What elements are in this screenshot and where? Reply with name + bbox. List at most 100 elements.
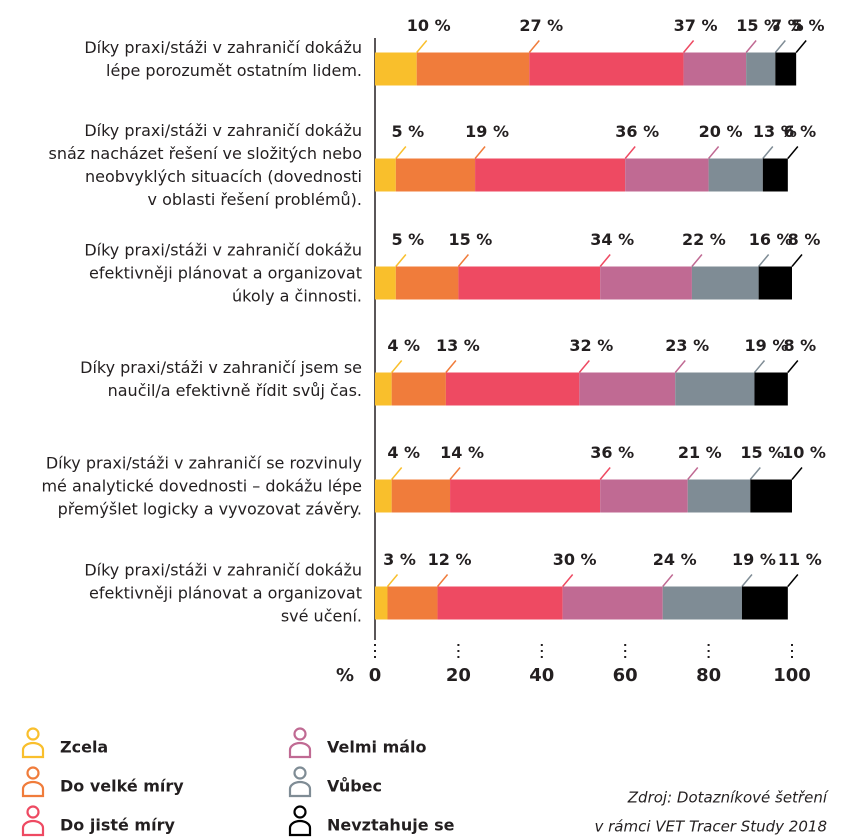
leader-line (787, 360, 799, 373)
bar-segment (750, 479, 792, 513)
x-tick-label: 20 (446, 665, 471, 686)
x-tick-label: 40 (529, 665, 554, 686)
value-label: 27 % (519, 16, 563, 35)
legend-icon (26, 805, 40, 819)
bar-segment (475, 158, 626, 192)
legend-icon (288, 741, 312, 759)
value-label: 5 % (391, 230, 424, 249)
bar-segment (754, 372, 788, 406)
leader-line (528, 40, 540, 53)
category-label: své učení. (281, 607, 362, 626)
leader-line (758, 254, 770, 267)
bar-segment (775, 52, 797, 86)
legend-label: Vůbec (327, 777, 382, 796)
bar-segment (375, 158, 396, 192)
leader-line (762, 146, 774, 159)
legend-icon (26, 727, 40, 741)
value-label: 37 % (674, 16, 718, 35)
leader-line (791, 254, 803, 267)
bar-segment (375, 52, 417, 86)
leader-line (416, 40, 428, 53)
leader-line (745, 40, 757, 53)
bar-segment (762, 158, 788, 192)
legend-label: Velmi málo (327, 738, 427, 757)
bar-segment (625, 158, 709, 192)
bar-segment (600, 266, 692, 300)
leader-line (795, 40, 807, 53)
value-label: 15 % (448, 230, 492, 249)
leader-line (774, 40, 786, 53)
leader-line (386, 574, 399, 587)
value-label: 16 % (749, 230, 793, 249)
leader-line (395, 146, 407, 159)
leader-line (599, 254, 611, 267)
x-tick-label: 80 (696, 665, 721, 686)
bar-segment (375, 372, 392, 406)
bar-segment (391, 372, 446, 406)
value-label: 32 % (569, 336, 613, 355)
source: v rámci VET Tracer Study 2018 (595, 818, 828, 836)
bar-segment (600, 479, 688, 513)
value-label: 12 % (428, 550, 472, 569)
bar-segment (683, 52, 747, 86)
leader-line (395, 254, 407, 267)
leader-line (445, 360, 457, 373)
value-label: 4 % (387, 336, 420, 355)
value-label: 36 % (590, 443, 634, 462)
category-label: Díky praxi/stáži v zahraničí dokážu (84, 121, 362, 140)
category-label: Díky praxi/stáži v zahraničí jsem se (80, 358, 362, 377)
legend-icon (21, 819, 45, 837)
legend-label: Nevztahuje se (327, 816, 455, 835)
bar-segment (437, 586, 563, 620)
value-label: 13 % (436, 336, 480, 355)
bar-segment (445, 372, 580, 406)
value-label: 14 % (440, 443, 484, 462)
value-label: 10 % (782, 443, 826, 462)
value-label: 15 % (736, 16, 780, 35)
category-label: efektivněji plánovat a organizovat (89, 264, 362, 283)
leader-line (683, 40, 695, 53)
bar-segment (675, 372, 755, 406)
value-label: 3 % (383, 550, 416, 569)
leader-line (562, 574, 574, 587)
value-label: 34 % (590, 230, 634, 249)
value-label: 8 % (788, 230, 821, 249)
category-label: Díky praxi/stáži v zahraničí dokážu (84, 241, 362, 260)
category-label: přemýšlet logicky a vyvozovat závěry. (58, 500, 362, 519)
leader-line (599, 467, 611, 480)
bar-segment (579, 372, 676, 406)
legend-icon (288, 780, 312, 798)
leader-line (787, 574, 799, 587)
leader-line (741, 574, 753, 587)
leader-line (787, 146, 799, 159)
value-label: 19 % (465, 122, 509, 141)
bar-segment (375, 479, 392, 513)
value-label: 6 % (783, 122, 816, 141)
legend-icon (293, 766, 307, 780)
value-label: 24 % (653, 550, 697, 569)
category-label: úkoly a činnosti. (232, 287, 362, 306)
bar-segment (687, 479, 751, 513)
leader-line (391, 467, 403, 480)
bar-segment (741, 586, 788, 620)
value-label: 7 % (771, 16, 804, 35)
value-label: 8 % (783, 336, 816, 355)
bar-segment (562, 586, 663, 620)
bar-segment (458, 266, 601, 300)
legend-icon (293, 727, 307, 741)
bar-segment (758, 266, 792, 300)
category-label: v oblasti řešení problémů). (148, 190, 362, 209)
value-label: 23 % (665, 336, 709, 355)
x-tick-label: 60 (613, 665, 638, 686)
bar-segment (375, 266, 396, 300)
legend-icon (293, 805, 307, 819)
category-label: neobvyklých situacích (dovednosti (85, 167, 362, 186)
value-label: 36 % (615, 122, 659, 141)
category-label: snáz nacházet řešení ve složitých nebo (49, 144, 362, 163)
category-label: Díky praxi/stáži v zahraničí dokážu (84, 38, 362, 57)
legend-label: Do jisté míry (60, 816, 175, 835)
category-label: mé analytické dovednosti – dokážu lépe (41, 477, 362, 496)
x-axis-label: % (336, 665, 354, 686)
value-label: 19 % (732, 550, 776, 569)
legend-label: Zcela (60, 738, 108, 757)
